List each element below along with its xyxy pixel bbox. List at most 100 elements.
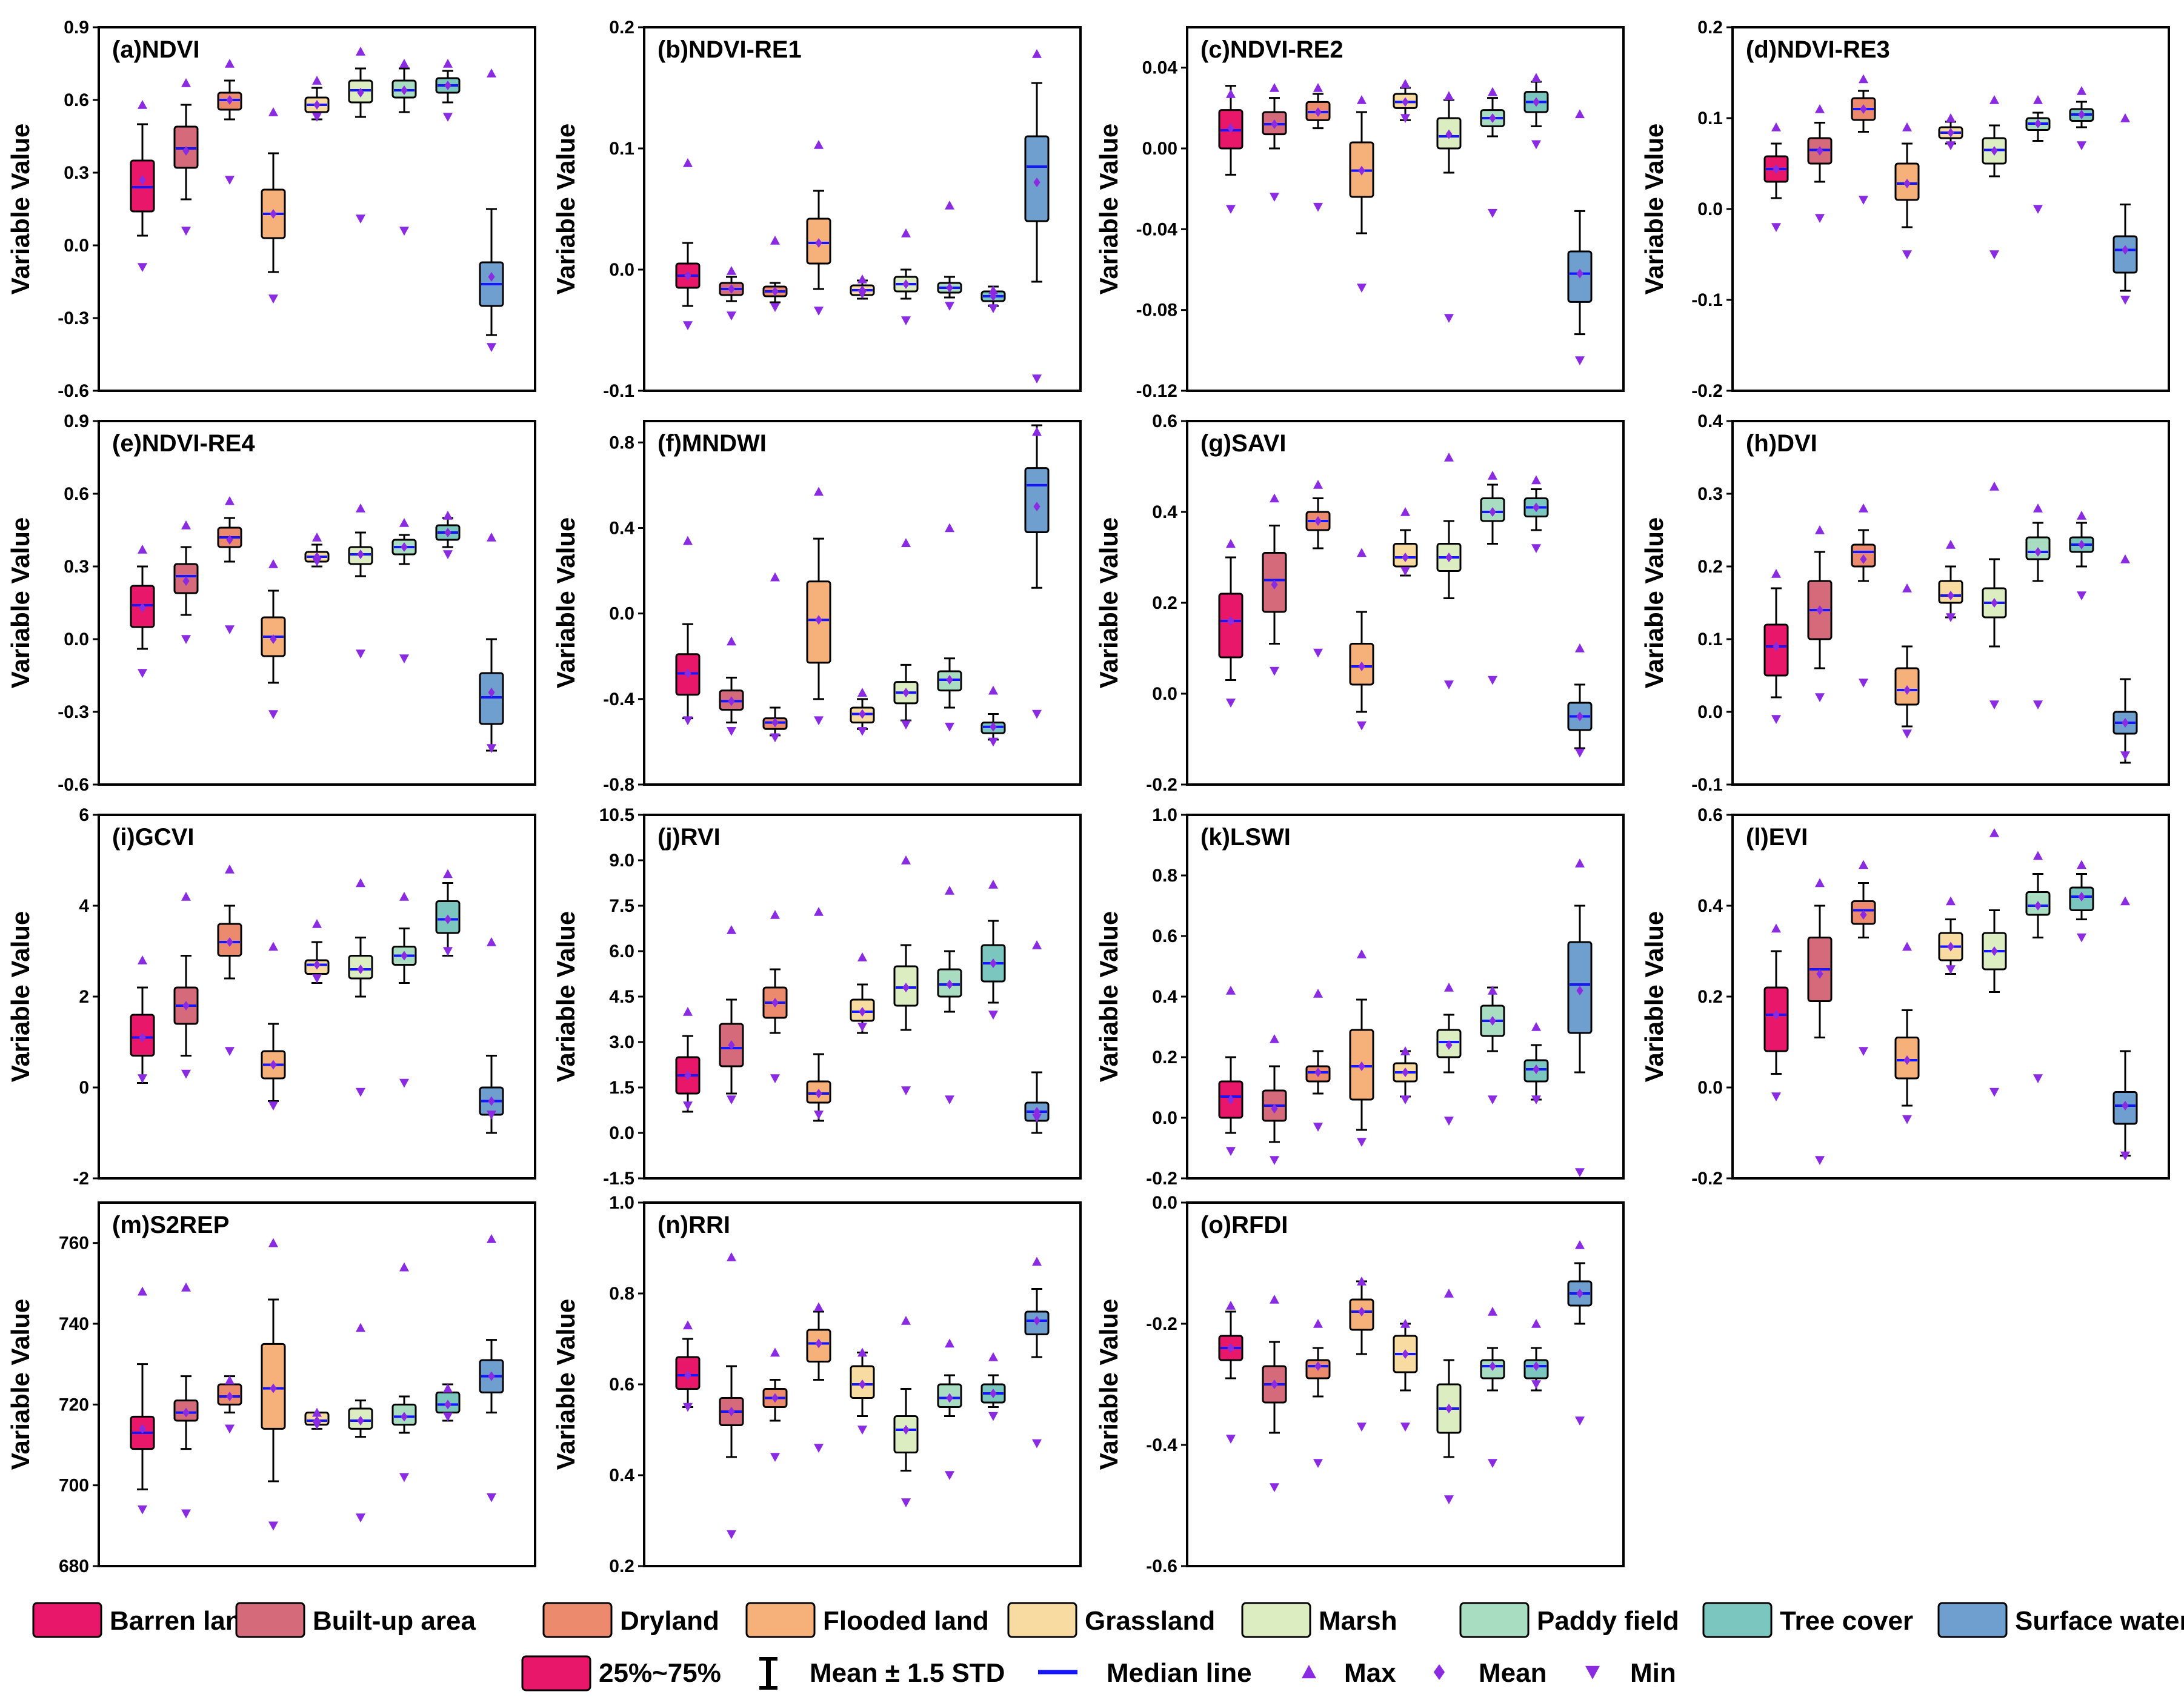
mean-marker xyxy=(1947,941,1954,952)
min-marker xyxy=(1902,250,1912,259)
y-tick-label: 0.8 xyxy=(609,433,634,453)
mean-marker xyxy=(1314,1361,1322,1371)
box-marsh xyxy=(893,855,919,1095)
legend-box-label: 25%~75% xyxy=(599,1658,721,1688)
box-flooded-land xyxy=(1894,583,1920,739)
mean-marker xyxy=(357,964,364,974)
y-tick-label: 0.0 xyxy=(1152,1193,1177,1213)
box-paddy-field xyxy=(2025,851,2051,1083)
max-marker xyxy=(1531,1022,1541,1031)
legend-symbols: 25%~75% Mean ± 1.5 STD Median line Max Mean M… xyxy=(521,1655,1676,1691)
box-tree-cover xyxy=(2069,511,2094,600)
y-tick-label: -0.4 xyxy=(603,689,634,709)
max-marker xyxy=(1575,109,1585,119)
mean-marker xyxy=(946,980,953,989)
box-built-up-area xyxy=(719,925,744,1104)
y-axis-label: Variable Value xyxy=(1640,911,1668,1083)
y-tick-label: 0.3 xyxy=(64,557,89,577)
legend-label: Grassland xyxy=(1085,1606,1215,1636)
mean-marker xyxy=(990,958,997,968)
y-tick-label: 0 xyxy=(79,1078,89,1098)
max-marker xyxy=(727,266,736,275)
y-tick-label: 0.0 xyxy=(64,236,89,256)
box-barren-land xyxy=(1763,122,1789,232)
max-marker xyxy=(1989,828,1999,837)
panel-frame xyxy=(643,1201,1082,1567)
box-grassland xyxy=(1393,1046,1418,1104)
y-axis-label: Variable Value xyxy=(551,911,580,1083)
box-paddy-field xyxy=(937,886,962,1104)
min-marker xyxy=(443,1412,453,1422)
max-marker xyxy=(1989,95,1999,104)
max-marker xyxy=(1270,493,1279,503)
y-tick-label: 0.6 xyxy=(1697,805,1723,825)
mean-marker xyxy=(1271,1104,1278,1114)
mean-marker xyxy=(488,1371,495,1381)
mean-marker xyxy=(226,937,233,947)
mean-marker xyxy=(1991,146,1998,156)
max-marker xyxy=(1444,453,1454,462)
box-paddy-field xyxy=(391,59,417,236)
panel-frame xyxy=(98,26,536,392)
mean-marker xyxy=(1489,113,1496,123)
legend-label: Dryland xyxy=(620,1606,719,1636)
mean-marker xyxy=(1402,1067,1409,1077)
box-flooded-land xyxy=(1349,949,1374,1147)
box-marsh xyxy=(348,47,373,224)
min-marker xyxy=(988,1011,998,1020)
min-marker xyxy=(181,1509,191,1519)
panel-frame xyxy=(643,420,1082,786)
min-marker xyxy=(727,1095,736,1104)
mean-marker xyxy=(182,576,190,586)
panel-frame xyxy=(98,814,536,1180)
mean-marker xyxy=(1314,1067,1322,1077)
box-grassland xyxy=(304,919,330,984)
min-marker xyxy=(727,1530,736,1539)
y-tick-label: 760 xyxy=(59,1233,89,1253)
legend-label: Flooded land xyxy=(823,1606,989,1636)
min-marker xyxy=(1400,114,1410,123)
box-paddy-field xyxy=(1480,87,1505,218)
max-marker xyxy=(770,572,780,582)
mean-marker xyxy=(771,287,779,296)
box-barren-land xyxy=(130,100,155,272)
max-marker xyxy=(1226,1301,1236,1310)
max-marker xyxy=(901,1316,911,1325)
y-tick-label: 0.2 xyxy=(1152,1047,1177,1067)
y-tick-label: 0.1 xyxy=(1697,108,1723,128)
mean-marker xyxy=(1033,1316,1040,1326)
max-marker xyxy=(727,1252,736,1261)
y-axis-label: Variable Value xyxy=(6,1299,35,1470)
max-marker xyxy=(1270,1034,1279,1043)
box-surface-water xyxy=(1567,109,1593,365)
box-marsh xyxy=(1436,983,1462,1126)
mean-marker xyxy=(1903,685,1911,695)
box-surface-water xyxy=(2112,554,2138,764)
panel-title: (f)MNDWI xyxy=(658,430,767,457)
max-marker xyxy=(857,274,867,284)
min-marker xyxy=(1989,1087,1999,1097)
max-marker xyxy=(857,1347,867,1357)
panel-11: -0.2 0.0 0.2 0.4 0.6 Variable Value (l)EVI xyxy=(1640,805,2170,1189)
legend-mean-label: Mean xyxy=(1479,1658,1546,1688)
box-flooded-land xyxy=(261,1238,286,1531)
max-marker xyxy=(1226,89,1236,98)
min-marker xyxy=(988,304,998,313)
mean-marker xyxy=(1773,1010,1780,1020)
mean-marker xyxy=(270,1383,277,1393)
y-tick-label: 10.5 xyxy=(599,805,634,825)
max-marker xyxy=(1902,122,1912,131)
min-marker xyxy=(312,113,322,122)
box-barren-land xyxy=(130,1286,155,1515)
legend-label: Surface water xyxy=(2015,1606,2184,1636)
mean-marker xyxy=(139,175,146,185)
panel-frame xyxy=(1731,420,2170,786)
y-tick-label: 0.3 xyxy=(64,163,89,183)
legend-item-surface-water: Surface water xyxy=(1937,1602,2184,1638)
min-marker xyxy=(988,737,998,747)
min-marker xyxy=(2077,591,2086,600)
box-marsh xyxy=(893,1316,919,1507)
iqr-box xyxy=(1024,467,1050,534)
max-marker xyxy=(1400,507,1410,516)
